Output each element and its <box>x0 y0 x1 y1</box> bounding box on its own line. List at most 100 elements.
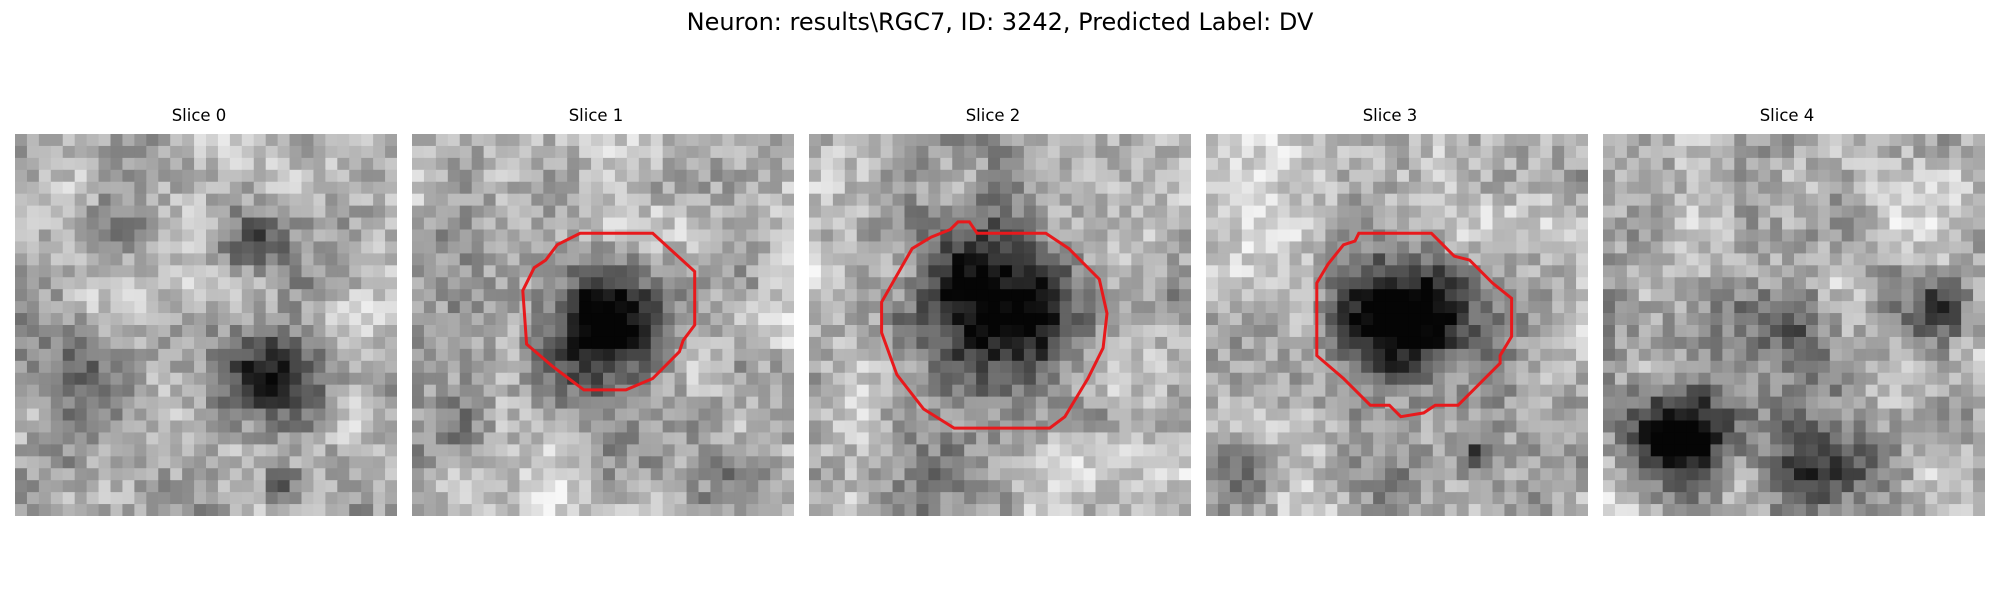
image-pixel <box>555 157 568 171</box>
image-pixel <box>1528 265 1541 278</box>
image-pixel <box>940 205 953 219</box>
image-pixel <box>361 384 374 398</box>
image-pixel <box>543 456 556 469</box>
image-pixel <box>337 444 350 457</box>
image-pixel <box>349 432 362 445</box>
image-pixel <box>988 289 1001 302</box>
image-pixel <box>1265 205 1279 219</box>
image-pixel <box>1961 145 1974 159</box>
image-pixel <box>1408 253 1422 266</box>
image-pixel <box>1385 348 1398 362</box>
image-pixel <box>964 169 977 183</box>
image-pixel <box>1047 277 1061 290</box>
image-pixel <box>904 348 918 362</box>
image-pixel <box>928 492 941 505</box>
image-pixel <box>1035 289 1049 302</box>
image-pixel <box>1071 134 1085 147</box>
image-pixel <box>674 277 688 290</box>
image-pixel <box>1782 181 1795 195</box>
image-pixel <box>301 456 315 469</box>
image-pixel <box>892 134 906 147</box>
image-pixel <box>495 265 509 278</box>
image-pixel <box>916 145 929 159</box>
image-pixel <box>122 325 135 338</box>
image-pixel <box>1686 265 1700 278</box>
image-pixel <box>892 313 906 326</box>
image-pixel <box>1889 145 1903 159</box>
image-pixel <box>650 468 664 481</box>
image-pixel <box>50 408 64 422</box>
image-pixel <box>770 396 783 410</box>
image-pixel <box>1746 265 1759 278</box>
image-pixel <box>1337 492 1350 505</box>
image-pixel <box>976 205 989 219</box>
image-pixel <box>1253 289 1267 302</box>
image-pixel <box>158 396 171 410</box>
image-pixel <box>758 277 771 290</box>
image-pixel <box>253 444 267 457</box>
image-pixel <box>904 193 918 207</box>
image-pixel <box>567 432 580 445</box>
image-pixel <box>543 277 556 290</box>
image-pixel <box>782 265 794 278</box>
image-pixel <box>86 157 100 171</box>
image-pixel <box>1217 504 1231 516</box>
image-pixel <box>567 384 580 398</box>
image-pixel <box>289 241 303 254</box>
image-pixel <box>1301 289 1315 302</box>
image-pixel <box>170 432 183 445</box>
neuron-contour <box>880 220 1109 430</box>
image-pixel <box>603 277 616 290</box>
image-pixel <box>567 241 580 254</box>
image-pixel <box>277 169 291 183</box>
image-pixel <box>1782 396 1795 410</box>
image-pixel <box>746 325 759 338</box>
image-pixel <box>746 145 759 159</box>
image-pixel <box>1552 134 1565 147</box>
image-pixel <box>1626 420 1640 434</box>
image-pixel <box>1746 229 1759 243</box>
image-pixel <box>1901 217 1914 231</box>
image-pixel <box>1420 265 1434 278</box>
image-pixel <box>1301 301 1315 314</box>
image-pixel <box>1265 432 1279 445</box>
image-pixel <box>1758 193 1771 207</box>
image-pixel <box>1289 241 1303 254</box>
image-pixel <box>1289 396 1303 410</box>
image-pixel <box>1083 301 1097 314</box>
image-pixel <box>1710 372 1723 386</box>
image-pixel <box>1722 253 1735 266</box>
image-pixel <box>1734 372 1747 386</box>
image-pixel <box>1626 241 1640 254</box>
image-pixel <box>459 301 473 314</box>
image-pixel <box>928 360 941 374</box>
image-pixel <box>325 325 338 338</box>
image-pixel <box>1782 169 1795 183</box>
slice-title-1: Slice 1 <box>568 106 624 125</box>
image-pixel <box>1638 253 1652 266</box>
image-pixel <box>1023 157 1037 171</box>
image-pixel <box>1179 134 1191 147</box>
image-pixel <box>1913 145 1926 159</box>
image-pixel <box>50 145 64 159</box>
image-pixel <box>1241 313 1255 326</box>
image-pixel <box>904 468 918 481</box>
image-pixel <box>385 468 397 481</box>
image-pixel <box>435 372 449 386</box>
image-pixel <box>638 396 652 410</box>
image-pixel <box>1961 134 1974 147</box>
image-pixel <box>1758 325 1771 338</box>
image-pixel <box>940 360 953 374</box>
image-pixel <box>1035 456 1049 469</box>
image-pixel <box>459 480 473 493</box>
image-pixel <box>146 348 159 362</box>
image-pixel <box>182 468 195 481</box>
image-pixel <box>892 396 906 410</box>
image-pixel <box>1071 241 1085 254</box>
image-pixel <box>519 432 532 445</box>
image-pixel <box>722 253 735 266</box>
image-pixel <box>1241 432 1255 445</box>
image-pixel <box>62 444 76 457</box>
image-pixel <box>686 468 700 481</box>
image-pixel <box>662 217 676 231</box>
